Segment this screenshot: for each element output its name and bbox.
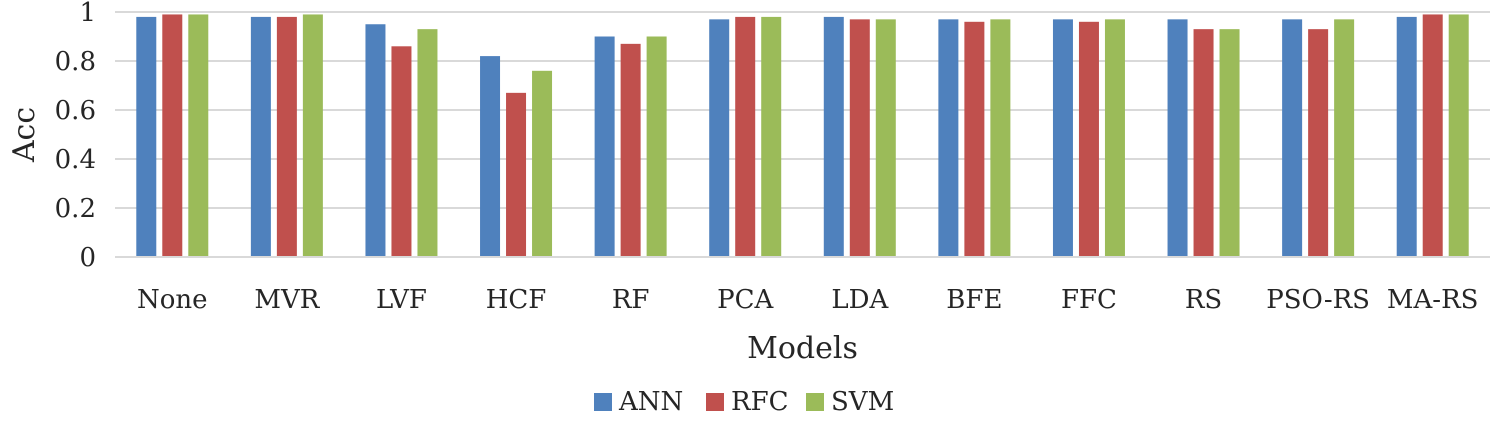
gridlines bbox=[115, 11, 1490, 209]
y-tick-label: 1 bbox=[79, 0, 96, 28]
bar-svm-mvr bbox=[302, 14, 323, 258]
bar-rfc-ffc bbox=[1078, 21, 1099, 257]
bar-ann-bfe bbox=[938, 19, 959, 257]
bar-rfc-rs bbox=[1193, 29, 1214, 258]
x-tick-label: PCA bbox=[717, 285, 774, 315]
bar-svm-ffc bbox=[1104, 19, 1125, 257]
y-tick-label: 0 bbox=[79, 243, 96, 273]
y-axis-title: Acc bbox=[7, 107, 42, 163]
legend-label-ann: ANN bbox=[618, 387, 683, 417]
legend: ANN RFC SVM bbox=[594, 387, 894, 417]
bar-ann-mvr bbox=[250, 16, 271, 258]
x-tick-label: RF bbox=[612, 285, 650, 315]
x-tick-label: PSO-RS bbox=[1266, 285, 1370, 315]
bar-rfc-mvr bbox=[276, 16, 297, 258]
bar-rfc-rf bbox=[620, 43, 641, 257]
bar-ann-lvf bbox=[365, 24, 386, 257]
bar-ann-rf bbox=[594, 36, 615, 257]
x-axis-title: Models bbox=[747, 331, 858, 366]
bar-rfc-bfe bbox=[964, 21, 985, 257]
bar-svm-rs bbox=[1219, 29, 1240, 258]
x-tick-label: LVF bbox=[376, 285, 427, 315]
x-tick-label: MA-RS bbox=[1387, 285, 1479, 315]
x-tick-label: None bbox=[137, 285, 208, 315]
x-tick-label: RS bbox=[1185, 285, 1222, 315]
bar-rfc-lvf bbox=[391, 46, 412, 257]
legend-label-rfc: RFC bbox=[731, 387, 789, 417]
y-tick-label: 0.6 bbox=[55, 96, 96, 126]
bar-ann-none bbox=[136, 16, 157, 258]
bar-svm-pso-rs bbox=[1334, 19, 1355, 257]
bar-svm-lvf bbox=[417, 29, 438, 258]
legend-swatch-svm bbox=[806, 393, 824, 411]
legend-label-svm: SVM bbox=[831, 387, 894, 417]
bar-rfc-pso-rs bbox=[1308, 29, 1329, 258]
x-tick-label: MVR bbox=[254, 285, 320, 315]
bar-rfc-pca bbox=[735, 16, 756, 258]
bar-svm-rf bbox=[646, 36, 667, 257]
bar-rfc-lda bbox=[849, 19, 870, 257]
bar-svm-lda bbox=[875, 19, 896, 257]
bar-svm-ma-rs bbox=[1448, 14, 1469, 258]
legend-swatch-rfc bbox=[706, 393, 724, 411]
bar-ann-pso-rs bbox=[1282, 19, 1303, 257]
bar-rfc-none bbox=[162, 14, 183, 258]
legend-swatch-ann bbox=[594, 393, 612, 411]
x-tick-label: LDA bbox=[831, 285, 889, 315]
bar-rfc-hcf bbox=[506, 92, 527, 257]
y-tick-label: 0.2 bbox=[55, 194, 96, 224]
bar-ann-lda bbox=[823, 16, 844, 258]
bar-svm-hcf bbox=[532, 70, 553, 257]
bar-ann-ffc bbox=[1052, 19, 1073, 257]
bar-ann-hcf bbox=[480, 56, 501, 257]
bars bbox=[136, 14, 1469, 258]
y-axis-ticks: 0 0.2 0.4 0.6 0.8 1 bbox=[55, 0, 96, 273]
y-tick-label: 0.8 bbox=[55, 47, 96, 77]
x-axis-ticks: None MVR LVF HCF RF PCA LDA BFE FFC RS PSO-RS MA-RS bbox=[137, 285, 1478, 315]
bar-ann-rs bbox=[1167, 19, 1188, 257]
x-tick-label: HCF bbox=[486, 285, 547, 315]
y-tick-label: 0.4 bbox=[55, 145, 96, 175]
bar-svm-none bbox=[188, 14, 209, 258]
bar-ann-pca bbox=[709, 19, 730, 257]
x-tick-label: FFC bbox=[1061, 285, 1117, 315]
bar-svm-bfe bbox=[990, 19, 1011, 257]
bar-svm-pca bbox=[761, 16, 782, 258]
x-tick-label: BFE bbox=[946, 285, 1002, 315]
bar-ann-ma-rs bbox=[1396, 16, 1417, 258]
bar-rfc-ma-rs bbox=[1422, 14, 1443, 258]
